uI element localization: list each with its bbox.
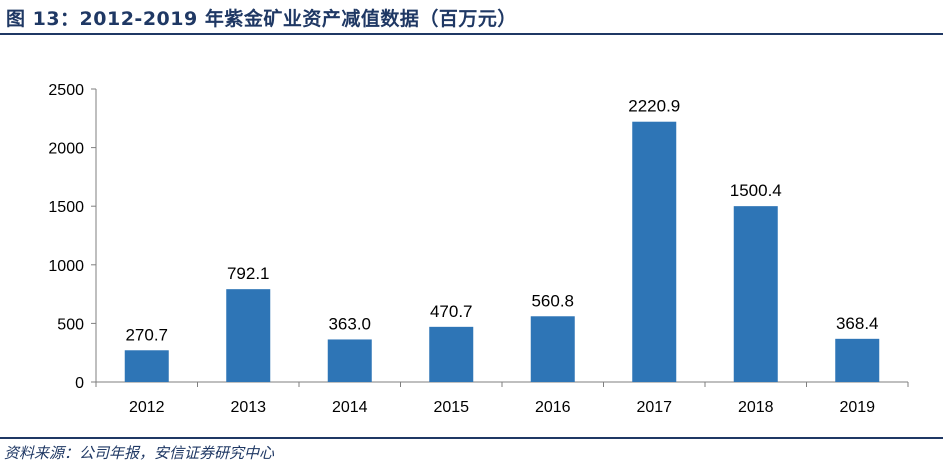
y-tick-label: 0	[75, 375, 84, 392]
bar	[530, 316, 575, 382]
data-label: 368.4	[836, 314, 879, 333]
x-tick-label: 2018	[738, 399, 774, 416]
data-label: 2220.9	[628, 97, 680, 116]
bar	[226, 289, 271, 382]
source-note: 资料来源：公司年报，安信证券研究中心	[4, 444, 275, 462]
bar	[835, 338, 880, 382]
bar	[733, 206, 778, 382]
y-tick-label: 2000	[48, 141, 84, 158]
data-label: 363.0	[328, 314, 371, 333]
y-tick-label: 500	[57, 316, 84, 333]
bar	[632, 121, 677, 383]
y-tick-label: 2500	[48, 82, 84, 99]
x-tick-label: 2015	[433, 399, 469, 416]
data-label: 270.7	[125, 325, 168, 344]
bar	[429, 326, 474, 382]
title-divider	[0, 33, 943, 35]
bar	[124, 350, 169, 382]
data-label: 1500.4	[730, 181, 782, 200]
x-tick-label: 2017	[636, 399, 672, 416]
bar-chart: 0 500 1000 1500 2000 2500 270.7 2012 792.1 2013 36…	[48, 82, 909, 416]
x-tick-label: 2016	[535, 399, 571, 416]
x-tick-label: 2013	[230, 399, 266, 416]
y-tick-label: 1000	[48, 258, 84, 275]
x-tick-label: 2019	[839, 399, 875, 416]
data-label: 560.8	[531, 291, 574, 310]
x-tick-label: 2014	[332, 399, 368, 416]
data-label: 470.7	[430, 302, 473, 321]
data-label: 792.1	[227, 264, 270, 283]
x-tick-label: 2012	[129, 399, 165, 416]
bar	[327, 339, 372, 382]
y-tick-label: 1500	[48, 199, 84, 216]
chart-title: 图 13：2012-2019 年紫金矿业资产减值数据（百万元）	[6, 8, 517, 30]
footer-divider	[0, 437, 943, 439]
